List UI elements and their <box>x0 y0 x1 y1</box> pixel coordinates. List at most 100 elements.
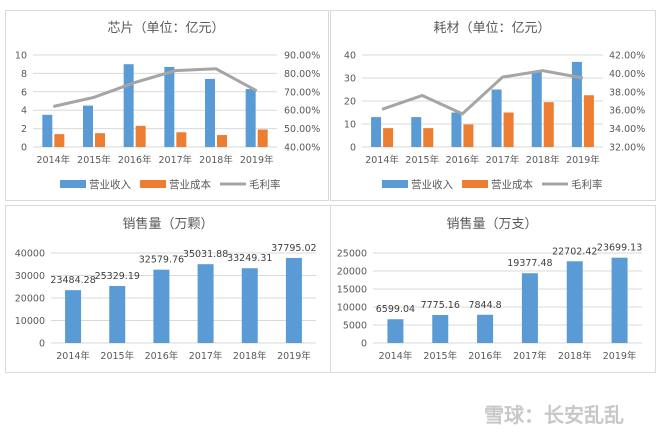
bar-cost <box>544 102 554 147</box>
bar-revenue <box>246 89 256 147</box>
x-tick-label: 2015年 <box>77 154 111 166</box>
y2-tick-label: 32.00% <box>609 143 645 154</box>
x-tick-label: 2015年 <box>423 350 457 362</box>
chart-title: 芯片（单位：亿元） <box>107 21 224 36</box>
x-tick-label: 2017年 <box>158 154 192 166</box>
bar <box>387 319 403 343</box>
bar-cost <box>136 126 146 147</box>
bar-cost <box>176 132 186 147</box>
bar-revenue <box>164 67 174 147</box>
bar-cost <box>54 134 64 147</box>
chart-title: 销售量（万颗） <box>122 216 213 232</box>
y-tick-label: 15000 <box>337 285 367 296</box>
bar-revenue <box>411 117 421 147</box>
x-tick-label: 2016年 <box>118 154 152 166</box>
y-tick-label: 0 <box>39 339 45 350</box>
y2-tick-label: 40.00% <box>284 143 320 154</box>
bar-cost <box>423 128 433 147</box>
bar <box>432 315 448 343</box>
bar-revenue <box>572 62 582 147</box>
legend-label: 毛利率 <box>571 178 603 191</box>
y-tick-label: 20 <box>344 97 356 108</box>
legend-label: 营业成本 <box>491 178 533 191</box>
y-tick-label: 20000 <box>337 267 367 278</box>
legend-label: 营业成本 <box>169 178 211 191</box>
bar <box>286 258 302 343</box>
x-tick-label: 2019年 <box>566 154 600 166</box>
x-tick-label: 2017年 <box>486 154 520 166</box>
bar-revenue <box>42 115 52 147</box>
data-label: 7844.8 <box>468 300 501 311</box>
y2-tick-label: 60.00% <box>284 106 320 117</box>
y-tick-label: 10000 <box>15 316 45 327</box>
y2-tick-label: 42.00% <box>609 51 645 62</box>
x-tick-label: 2019年 <box>240 154 274 166</box>
chart-2: 耗材（单位：亿元）01020304032.00%34.00%36.00%38.0… <box>331 11 656 201</box>
data-label: 22702.42 <box>552 246 597 257</box>
y-tick-label: 10 <box>15 51 27 62</box>
bar <box>477 315 493 343</box>
bar <box>109 286 125 343</box>
data-label: 37795.02 <box>271 243 316 254</box>
legend-swatch <box>382 180 408 188</box>
y-tick-label: 5000 <box>343 321 367 332</box>
y-tick-label: 30000 <box>15 271 45 282</box>
data-label: 23484.28 <box>50 275 95 286</box>
bar-revenue <box>371 117 381 147</box>
y-tick-label: 30 <box>344 74 356 85</box>
data-label: 7775.16 <box>421 300 460 311</box>
y2-tick-label: 80.00% <box>284 69 320 80</box>
y2-tick-label: 40.00% <box>609 69 645 80</box>
data-label: 25329.19 <box>95 271 140 282</box>
y-tick-label: 10000 <box>337 303 367 314</box>
data-label: 19377.48 <box>507 258 552 269</box>
y2-tick-label: 34.00% <box>609 124 645 135</box>
bar-cost <box>504 113 514 148</box>
y2-tick-label: 38.00% <box>609 87 645 98</box>
x-tick-label: 2017年 <box>513 350 547 362</box>
legend-label: 毛利率 <box>249 178 281 191</box>
y-tick-label: 10 <box>344 120 356 131</box>
bar-cost <box>217 135 227 147</box>
legend-label: 营业收入 <box>89 178 131 191</box>
x-tick-label: 2018年 <box>233 350 267 362</box>
chart-1: 芯片（单位：亿元）024681040.00%50.00%60.00%70.00%… <box>6 11 329 201</box>
bar <box>242 268 258 343</box>
bar-revenue <box>205 79 215 147</box>
x-tick-label: 2016年 <box>145 350 179 362</box>
bar-cost <box>383 128 393 147</box>
x-tick-label: 2017年 <box>189 350 223 362</box>
legend-swatch <box>462 180 488 188</box>
x-tick-label: 2015年 <box>405 154 439 166</box>
bar <box>65 290 81 343</box>
bar <box>522 273 538 343</box>
y-tick-label: 40000 <box>15 249 45 260</box>
bar-cost <box>463 124 473 147</box>
chart-title: 耗材（单位：亿元） <box>433 21 550 36</box>
x-tick-label: 2018年 <box>199 154 233 166</box>
y2-tick-label: 36.00% <box>609 106 645 117</box>
bar <box>153 270 169 343</box>
y-tick-label: 20000 <box>15 294 45 305</box>
x-tick-label: 2015年 <box>100 350 134 362</box>
y-tick-label: 4 <box>21 106 27 117</box>
data-label: 6599.04 <box>376 304 415 315</box>
bar-cost <box>584 95 594 147</box>
y-tick-label: 0 <box>21 143 27 154</box>
y-tick-label: 0 <box>361 339 367 350</box>
x-tick-label: 2016年 <box>468 350 502 362</box>
bar-revenue <box>492 90 502 148</box>
y-tick-label: 2 <box>21 124 27 135</box>
y2-tick-label: 90.00% <box>284 51 320 62</box>
y2-tick-label: 50.00% <box>284 124 320 135</box>
bar <box>612 258 628 343</box>
x-tick-label: 2014年 <box>379 350 413 362</box>
x-tick-label: 2014年 <box>365 154 399 166</box>
watermark: 雪球：长安乱乱 <box>484 403 624 427</box>
y-tick-label: 25000 <box>337 249 367 260</box>
bar-cost <box>95 133 105 147</box>
x-tick-label: 2019年 <box>603 350 637 362</box>
data-label: 32579.76 <box>139 255 184 266</box>
bar-revenue <box>83 106 93 147</box>
